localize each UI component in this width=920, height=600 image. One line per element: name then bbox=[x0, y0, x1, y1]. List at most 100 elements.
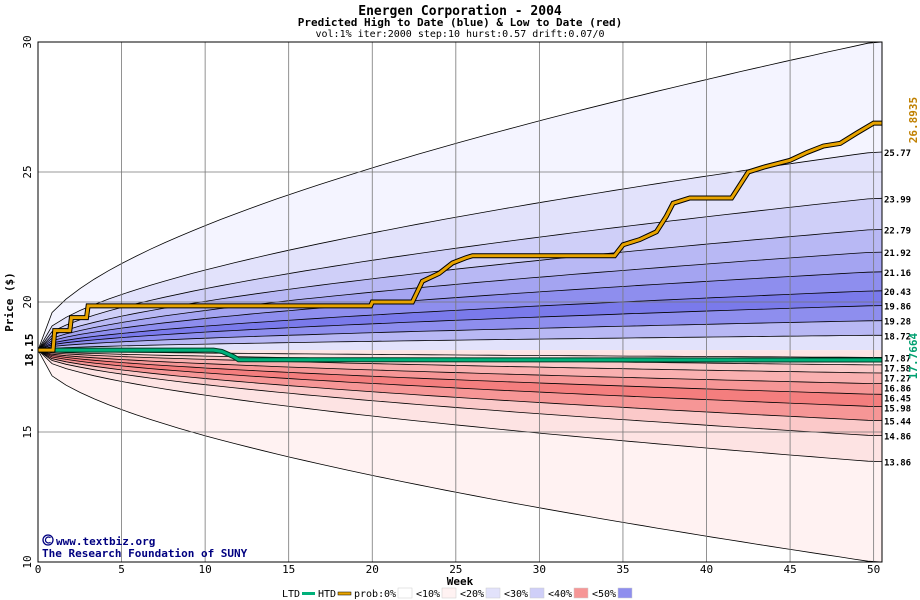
chart-subtitle: Predicted High to Date (blue) & Low to D… bbox=[298, 16, 623, 29]
x-tick-label: 5 bbox=[118, 563, 125, 576]
legend-prob-label: prob: bbox=[354, 589, 384, 600]
band-value-label: 18.72 bbox=[884, 332, 911, 342]
upper-band bbox=[38, 42, 882, 351]
start-price-label: 18.15 bbox=[23, 333, 36, 366]
upper-band-line bbox=[37, 320, 883, 351]
upper-band bbox=[38, 320, 882, 351]
lower-band bbox=[38, 350, 882, 462]
band-value-label: 21.92 bbox=[884, 249, 911, 259]
plot-frame bbox=[37, 41, 883, 563]
upper-band bbox=[38, 198, 882, 351]
chart-params: vol:1% iter:2000 step:10 hurst:0.57 drif… bbox=[316, 29, 605, 40]
legend: LTD HTD prob: 0% <10% <20% <30% <40% <50% bbox=[282, 587, 633, 600]
copyright-icon bbox=[42, 534, 54, 546]
upper-band-line bbox=[37, 349, 882, 358]
legend-item-label: <40% bbox=[548, 589, 572, 600]
watermark-org: The Research Foundation of SUNY bbox=[42, 547, 248, 560]
x-tick-label: 0 bbox=[35, 563, 42, 576]
watermark: www.textbiz.org The Research Foundation … bbox=[42, 534, 248, 560]
y-tick-label: 15 bbox=[21, 425, 34, 438]
y-tick-label: 10 bbox=[21, 555, 34, 568]
x-tick-label: 35 bbox=[616, 563, 629, 576]
chart-title: Energen Corporation - 2004 bbox=[358, 4, 562, 19]
lower-band-line bbox=[37, 349, 883, 374]
band-value-label: 15.98 bbox=[884, 404, 911, 414]
probability-bands bbox=[38, 42, 882, 562]
upper-band bbox=[38, 290, 882, 351]
upper-band-line bbox=[37, 271, 883, 351]
lower-band bbox=[38, 350, 882, 436]
legend-ltd-label: LTD bbox=[282, 589, 300, 600]
upper-band bbox=[38, 229, 882, 351]
upper-band-line bbox=[37, 290, 883, 351]
legend-item-label: <10% bbox=[416, 589, 440, 600]
upper-band-line bbox=[37, 251, 883, 351]
lower-band bbox=[38, 350, 882, 395]
band-value-label: 21.16 bbox=[884, 269, 911, 279]
legend-htd-swatch bbox=[337, 591, 352, 596]
x-tick-label: 30 bbox=[533, 563, 546, 576]
legend-item-label: <30% bbox=[504, 589, 528, 600]
legend-item-swatch bbox=[397, 587, 413, 599]
band-value-label: 17.87 bbox=[884, 354, 911, 364]
x-tick-label: 25 bbox=[449, 563, 462, 576]
ltd-final-label: 17.7664 bbox=[907, 332, 920, 379]
band-value-label: 25.77 bbox=[884, 149, 911, 159]
upper-band-line bbox=[37, 151, 883, 351]
x-tick-label: 50 bbox=[867, 563, 880, 576]
ltd-series-line bbox=[38, 348, 883, 362]
band-value-label: 17.58 bbox=[884, 364, 911, 374]
band-value-label: 13.86 bbox=[884, 459, 911, 469]
lower-band bbox=[38, 350, 882, 562]
y-axis-label: Price ($) bbox=[3, 272, 16, 332]
x-tick-label: 20 bbox=[366, 563, 379, 576]
x-tick-label: 40 bbox=[700, 563, 713, 576]
lower-band-line bbox=[37, 349, 883, 407]
lower-band bbox=[38, 350, 882, 384]
legend-ltd-swatch bbox=[302, 592, 315, 595]
lower-band-line bbox=[37, 349, 883, 563]
upper-band bbox=[38, 305, 882, 351]
upper-band bbox=[38, 152, 882, 351]
lower-band bbox=[38, 350, 882, 421]
band-value-label: 16.45 bbox=[884, 394, 911, 404]
band-boundary-lines bbox=[37, 41, 883, 563]
upper-band-line bbox=[37, 334, 882, 351]
lower-band-line bbox=[37, 349, 883, 384]
upper-band bbox=[38, 271, 882, 351]
upper-band-line bbox=[37, 197, 883, 351]
watermark-url[interactable]: www.textbiz.org bbox=[56, 535, 155, 548]
x-axis-ticks: 0 5 10 15 20 25 30 35 40 45 50 bbox=[35, 563, 881, 576]
legend-item-label: <20% bbox=[460, 589, 484, 600]
x-axis-label: Week bbox=[447, 575, 474, 588]
band-value-label: 16.86 bbox=[884, 384, 911, 394]
lower-band-line bbox=[37, 349, 883, 436]
series-lines bbox=[38, 120, 883, 363]
band-value-label: 19.86 bbox=[884, 303, 911, 313]
x-tick-label: 15 bbox=[282, 563, 295, 576]
legend-item-swatch bbox=[441, 587, 457, 599]
band-value-labels: 25.77 23.99 22.79 21.92 21.16 20.43 19.86 19.28… bbox=[884, 149, 912, 469]
band-value-label: 23.99 bbox=[884, 195, 911, 205]
legend-htd-label: HTD bbox=[318, 589, 336, 600]
legend-item-swatch bbox=[617, 587, 633, 599]
upper-band-line bbox=[37, 305, 883, 351]
y-tick-label: 20 bbox=[21, 295, 34, 308]
upper-band bbox=[38, 252, 882, 351]
legend-item-swatch bbox=[573, 587, 589, 599]
legend-item-label: 0% bbox=[384, 589, 396, 600]
lower-band-line bbox=[37, 349, 883, 395]
lower-band-line bbox=[37, 349, 883, 462]
band-value-label: 22.79 bbox=[884, 226, 911, 236]
legend-item-label: <50% bbox=[592, 589, 616, 600]
band-value-label: 19.28 bbox=[884, 318, 911, 328]
y-tick-label: 25 bbox=[21, 165, 34, 178]
x-tick-label: 10 bbox=[199, 563, 212, 576]
band-value-label: 15.44 bbox=[884, 418, 912, 428]
htd-series-line bbox=[38, 121, 882, 352]
legend-item-swatch bbox=[485, 587, 501, 599]
htd-final-label: 26.8935 bbox=[907, 97, 920, 143]
band-value-label: 20.43 bbox=[884, 288, 911, 298]
band-value-label: 14.86 bbox=[884, 433, 911, 443]
